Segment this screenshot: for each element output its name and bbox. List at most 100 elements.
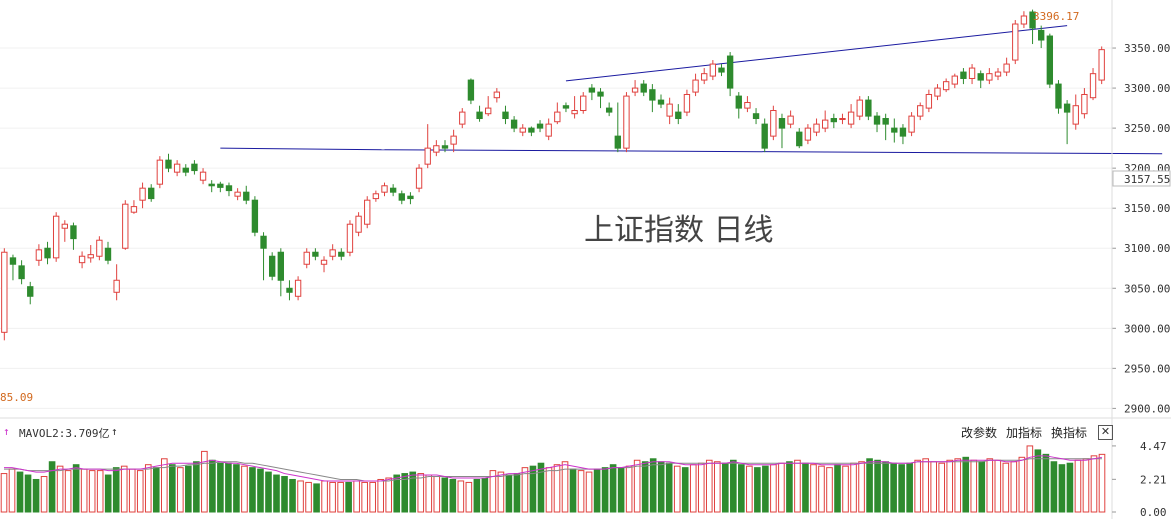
candles [1, 9, 1105, 341]
candle-down [44, 247, 51, 259]
price-plot-area [0, 0, 1112, 418]
price-tick-label: 3000.00 [1124, 322, 1170, 335]
price-tick-label: 3100.00 [1124, 242, 1170, 255]
volume-bar-down [152, 467, 160, 513]
volume-up-arrow: ↑ [3, 425, 10, 438]
candle-down [148, 187, 155, 200]
candle-down [260, 235, 267, 249]
candle-down [761, 123, 768, 149]
volume-bar-up [986, 458, 994, 513]
candle-down [675, 111, 682, 120]
volume-bar-up [521, 467, 529, 513]
volume-bar-down [265, 471, 272, 513]
volume-bar-up [40, 476, 48, 513]
volume-bar-down [649, 458, 657, 513]
candle-down [225, 185, 233, 192]
candle-up [994, 71, 1002, 77]
volume-bar-down [273, 474, 280, 513]
volume-bar-down [738, 464, 745, 513]
candle-up [199, 171, 207, 181]
volume-bar-down [72, 464, 80, 513]
candle-up [571, 110, 578, 115]
candle-up [424, 147, 431, 165]
candle-down [536, 123, 544, 129]
volume-bar-up [1090, 455, 1098, 513]
volume-bar-down [1058, 464, 1066, 513]
candle-down [597, 91, 604, 97]
volume-bar-down [730, 459, 737, 513]
volume-bar-down [882, 461, 889, 513]
candle-up [1, 251, 8, 333]
candle-down [182, 167, 189, 173]
volume-bar-up [160, 458, 168, 513]
volume-bar-down [898, 464, 905, 513]
candle-up [96, 239, 103, 257]
candle-down [960, 71, 967, 79]
volume-bar-down [802, 462, 809, 513]
candle-up [968, 67, 976, 79]
candle-down [312, 251, 319, 257]
volume-bar-up [1018, 456, 1026, 513]
volume-bar-up [241, 465, 248, 513]
candle-up [666, 103, 673, 117]
volume-bar-up [337, 481, 344, 513]
candle-down [27, 286, 34, 297]
volume-bar-up [673, 465, 681, 513]
candle-up [942, 81, 950, 91]
candle-down [338, 251, 345, 257]
add-indicator-button[interactable]: 加指标 [1006, 426, 1043, 440]
volume-bar-down [193, 461, 200, 513]
volume-bar-down [874, 459, 881, 513]
volume-bar-down [345, 481, 352, 513]
candle-down [640, 83, 647, 93]
candle-up [372, 193, 380, 200]
candle-up [493, 91, 501, 99]
candle-up [804, 127, 812, 141]
candle-up [770, 110, 777, 137]
candle-up [459, 111, 466, 125]
candle-up [822, 119, 829, 129]
candle-up [787, 115, 794, 125]
volume-bar-up [1002, 462, 1010, 513]
candle-up [1020, 15, 1028, 25]
candle-down [873, 115, 881, 125]
volume-bar-down [257, 468, 264, 513]
change-params-button[interactable]: 改参数 [961, 426, 998, 440]
volume-bar-up [8, 468, 16, 513]
volume-bar-up [577, 470, 585, 513]
candle-down [165, 159, 172, 169]
candle-down [891, 127, 898, 133]
candle-up [450, 135, 457, 145]
swap-indicator-button[interactable]: 换指标 [1051, 426, 1088, 440]
candle-down [657, 99, 665, 105]
volume-axis: 4.47 2.21 0.00 [1112, 440, 1167, 519]
volume-bar-down [537, 462, 545, 513]
volume-bar-up [489, 470, 497, 513]
candle-up [78, 255, 86, 264]
volume-bar-up [842, 465, 849, 513]
candle-up [433, 145, 440, 153]
candle-down [191, 163, 198, 172]
volume-bar-down [665, 462, 673, 513]
candle-up [917, 105, 924, 117]
candle-up [683, 93, 691, 113]
candle-up [61, 223, 68, 229]
candle-down [614, 135, 621, 149]
candle-up [986, 73, 993, 81]
volume-bar-down [169, 464, 176, 513]
close-icon[interactable]: ✕ [1098, 425, 1113, 440]
volume-bar-up [746, 465, 753, 513]
volume-bar-down [1034, 449, 1042, 513]
trendlines [220, 25, 1163, 155]
candle-up [839, 118, 846, 121]
volume-bar-up [465, 481, 473, 513]
volume-header: ↑ MAVOL2:3.709亿 ↑ 改参数 加指标 换指标 ✕ [0, 424, 1171, 442]
trendline [220, 147, 385, 151]
volume-bar-up [633, 459, 641, 513]
volume-bar-down [978, 461, 986, 513]
low-price-label: 85.09 [0, 391, 33, 404]
candle-down [796, 131, 803, 147]
candle-down [882, 118, 889, 125]
volume-bar-up [128, 468, 136, 513]
